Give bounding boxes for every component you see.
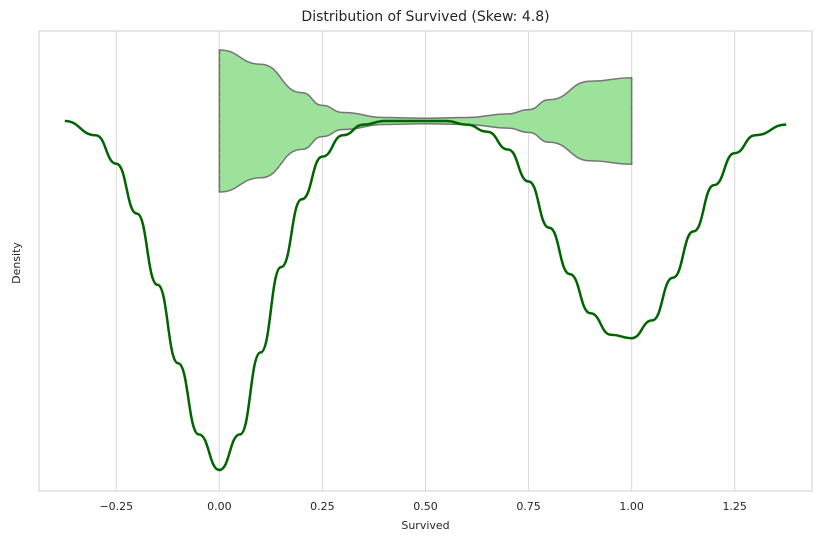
x-axis-label: Survived	[401, 519, 449, 532]
y-axis-label: Density	[10, 242, 23, 284]
kde-layer	[64, 119, 787, 472]
x-tick-labels: −0.25 0.00 0.25 0.50 0.75 1.00 1.25	[99, 500, 747, 513]
x-tick-label: −0.25	[99, 500, 133, 513]
chart-title: Distribution of Survived (Skew: 4.8)	[301, 9, 549, 25]
x-tick-label: 1.25	[722, 500, 747, 513]
x-tick-label: 0.75	[516, 500, 541, 513]
x-tick-label: 0.00	[207, 500, 232, 513]
x-tick-label: 0.25	[310, 500, 335, 513]
x-tick-label: 0.50	[413, 500, 438, 513]
kde-line	[64, 119, 787, 472]
x-tick-label: 1.00	[619, 500, 644, 513]
